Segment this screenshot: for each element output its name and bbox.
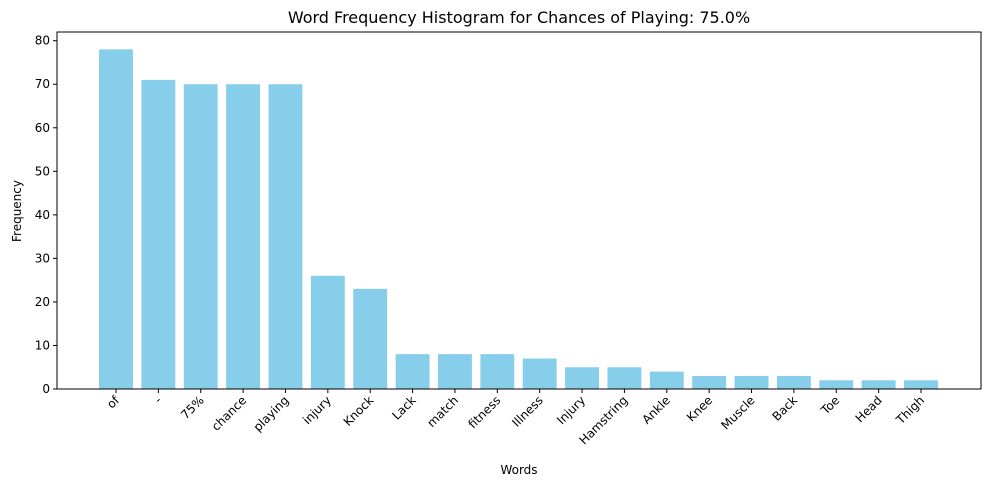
bar-14 <box>692 375 727 389</box>
bar-7 <box>395 354 430 389</box>
bar-1 <box>141 79 176 389</box>
y-tick-label: 50 <box>35 164 50 178</box>
x-tick-label: 75% <box>178 393 207 422</box>
bar-3 <box>226 84 261 390</box>
bar-19 <box>904 380 938 389</box>
y-tick-label: 30 <box>35 251 50 265</box>
bar-8 <box>438 354 472 389</box>
x-tick-label: of <box>104 393 123 412</box>
bar-13 <box>649 371 684 389</box>
x-tick-label: Muscle <box>718 393 757 432</box>
x-tick-label: Knee <box>684 393 715 424</box>
x-tick-label: Knock <box>341 393 377 429</box>
bar-18 <box>861 380 896 389</box>
bar-15 <box>734 375 769 389</box>
y-tick-label: 60 <box>35 121 50 135</box>
x-tick-label: fitness <box>465 393 503 431</box>
x-tick-label: chance <box>209 393 249 433</box>
bars-layer <box>99 49 938 390</box>
x-tick-label: match <box>424 393 461 430</box>
x-tick-label: Thigh <box>893 393 927 427</box>
bar-5 <box>310 275 345 389</box>
x-tick-label: playing <box>251 393 292 434</box>
x-tick-label: Lack <box>389 393 418 422</box>
bar-6 <box>353 288 388 389</box>
bar-12 <box>607 367 642 389</box>
bar-10 <box>522 358 557 389</box>
x-tick-label: Head <box>853 393 885 425</box>
y-tick-label: 0 <box>42 382 50 396</box>
y-axis-ticks: 0 10 20 30 40 50 60 70 80 <box>35 34 57 396</box>
x-tick-label: Illness <box>509 393 546 430</box>
y-tick-label: 80 <box>35 34 50 48</box>
bar-11 <box>565 367 599 389</box>
bar-17 <box>819 380 854 389</box>
bar-0 <box>99 49 133 389</box>
x-tick-label: Injury <box>554 393 588 427</box>
y-axis-label: Frequency <box>10 180 24 242</box>
x-tick-label: Toe <box>818 393 843 418</box>
x-tick-label: Back <box>770 393 801 424</box>
bar-16 <box>776 375 811 389</box>
x-tick-label: Ankle <box>639 393 673 427</box>
y-tick-label: 70 <box>35 77 50 91</box>
y-tick-label: 10 <box>35 338 50 352</box>
y-tick-label: 20 <box>35 295 50 309</box>
bar-4 <box>268 84 303 390</box>
x-tick-label: - <box>152 393 165 406</box>
x-tick-label: injury <box>300 393 334 427</box>
y-tick-label: 40 <box>35 208 50 222</box>
plot-frame <box>56 31 982 390</box>
chart-title: Word Frequency Histogram for Chances of … <box>288 8 750 27</box>
bar-2 <box>183 84 218 390</box>
x-axis-label: Words <box>500 463 537 477</box>
bar-9 <box>480 354 515 389</box>
x-axis-ticks: of -75% chance playing injury Knock Lack match f… <box>104 389 927 447</box>
